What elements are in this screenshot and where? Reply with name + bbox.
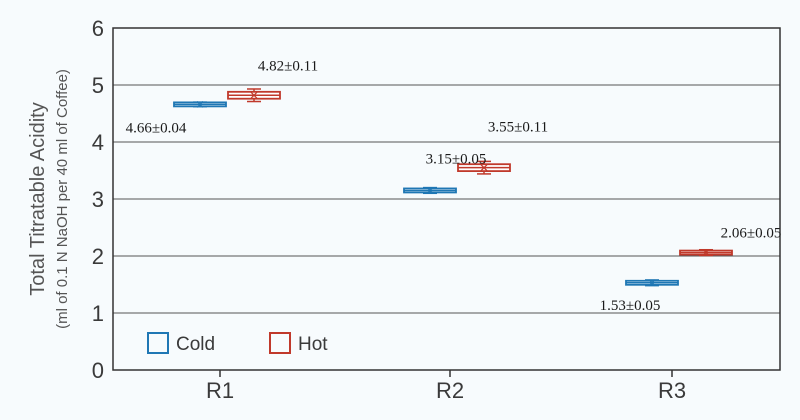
plot-frame	[112, 27, 781, 371]
data-label: 1.53±0.05	[600, 298, 661, 314]
data-label: 2.06±0.05	[721, 226, 782, 242]
y-tick-label: 0	[92, 358, 104, 383]
legend-label-cold: Cold	[176, 334, 215, 355]
y-tick-label: 2	[92, 244, 104, 269]
legend-item-hot: Hot	[269, 332, 328, 355]
legend: Cold Hot	[147, 332, 328, 355]
box-hot-r2	[457, 160, 511, 175]
y-axis-subtitle: (ml of 0.1 N NaOH per 40 ml of Coffee)	[54, 69, 71, 329]
y-axis-ticks: 0 1 2 3 4 5 6	[92, 16, 104, 383]
box-cold-r3	[625, 279, 679, 287]
box-cold-r1	[173, 100, 227, 108]
mean-marker	[196, 100, 204, 108]
y-tick-label: 5	[92, 73, 104, 98]
y-tick-label: 6	[92, 16, 104, 41]
data-label: 3.55±0.11	[488, 120, 548, 136]
x-tick-label: R3	[658, 378, 686, 403]
x-axis-ticks: R1 R2 R3	[206, 370, 686, 403]
box-hot-r1	[227, 88, 281, 103]
legend-swatch-cold	[147, 332, 169, 354]
data-label: 4.82±0.11	[258, 58, 318, 74]
box-cold-r2	[403, 186, 457, 195]
mean-marker	[648, 279, 656, 287]
y-tick-label: 3	[92, 187, 104, 212]
mean-marker	[480, 164, 488, 172]
x-tick-label: R2	[436, 378, 464, 403]
y-tick-label: 1	[92, 301, 104, 326]
data-label: 3.15±0.05	[426, 151, 487, 167]
legend-item-cold: Cold	[147, 332, 215, 355]
mean-marker	[426, 187, 434, 194]
y-tick-label: 4	[92, 130, 104, 155]
boxes	[173, 88, 733, 287]
x-tick-label: R1	[206, 378, 234, 403]
mean-marker	[250, 91, 258, 99]
legend-label-hot: Hot	[298, 334, 328, 355]
legend-swatch-hot	[269, 332, 291, 354]
y-axis-title: Total Titratable Acidity	[27, 102, 49, 295]
data-label: 4.66±0.04	[126, 120, 187, 136]
data-labels: 4.66±0.04 3.15±0.05 1.53±0.05 4.82±0.11 3.55…	[126, 58, 782, 314]
box-hot-r3	[679, 248, 733, 257]
mean-marker	[702, 249, 710, 257]
grid-lines	[113, 84, 780, 314]
